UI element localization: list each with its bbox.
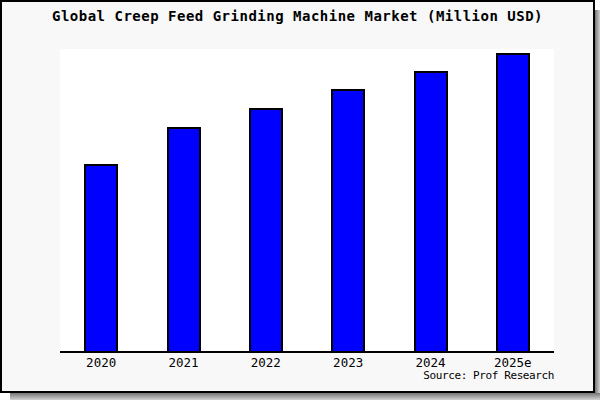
x-tick-label-2024: 2024	[389, 355, 471, 370]
plot-area	[60, 49, 554, 351]
source-note: Source: Prof Research	[423, 369, 554, 382]
x-tick-label-2025e: 2025e	[472, 355, 554, 370]
drop-shadow-bottom	[10, 393, 600, 400]
x-tick-label-2023: 2023	[307, 355, 389, 370]
x-tick-label-2022: 2022	[225, 355, 307, 370]
x-axis-line	[60, 351, 554, 353]
chart-title: Global Creep Feed Grinding Machine Marke…	[2, 8, 593, 24]
drop-shadow-right	[595, 10, 600, 400]
x-tick-label-2021: 2021	[142, 355, 224, 370]
x-tick-label-2020: 2020	[60, 355, 142, 370]
chart-paper: Global Creep Feed Grinding Machine Marke…	[0, 0, 595, 393]
